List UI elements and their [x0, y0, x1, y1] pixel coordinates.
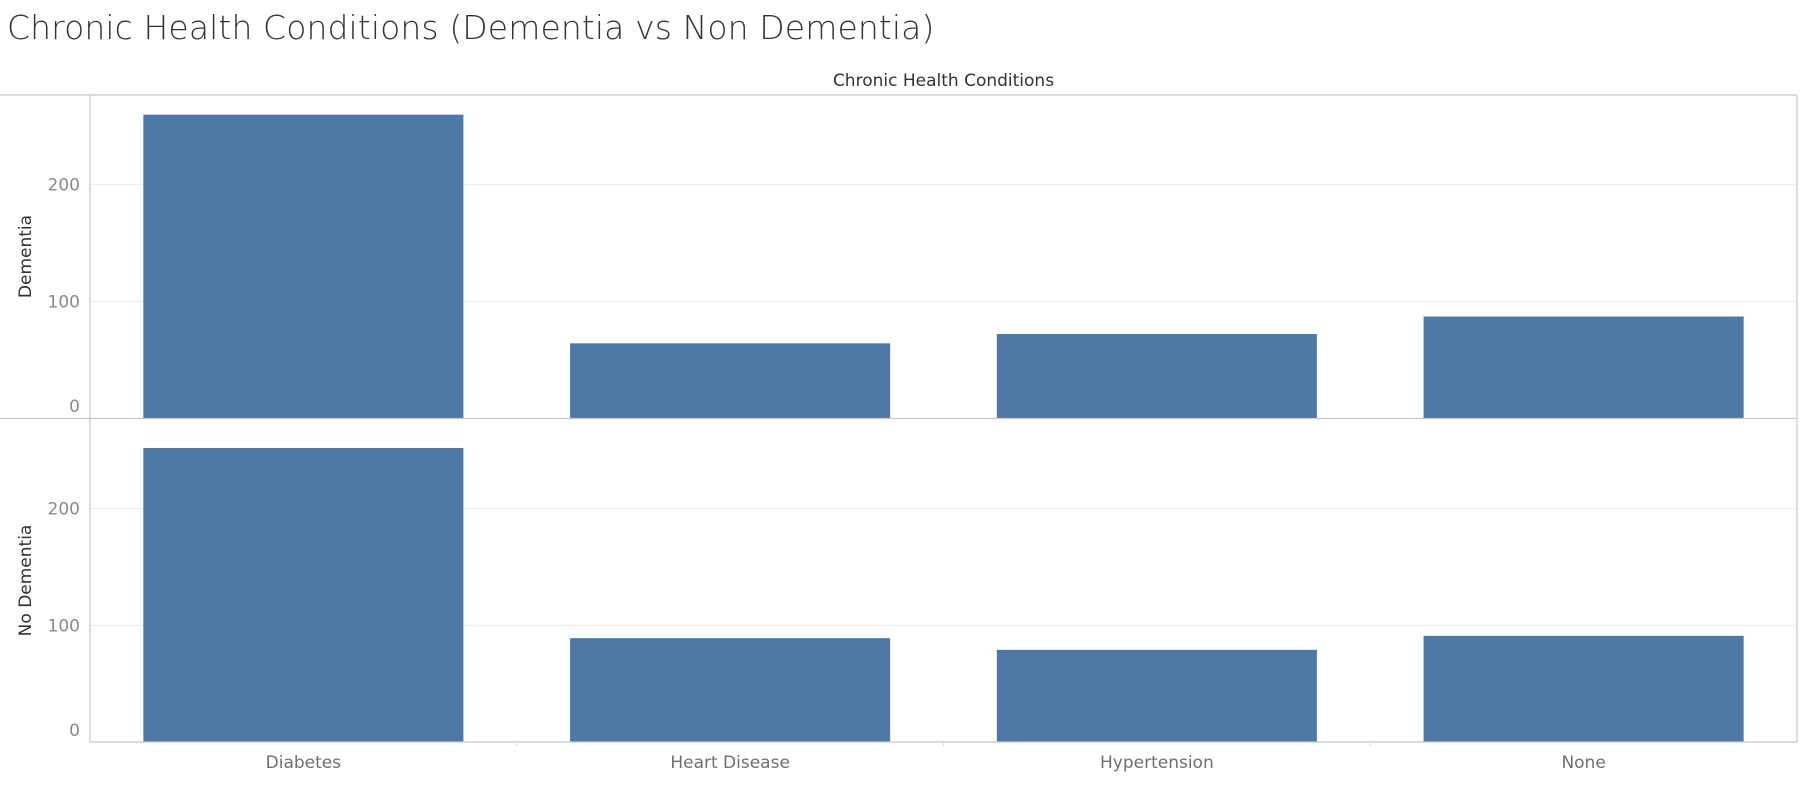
bar-heart-disease[interactable] [570, 638, 891, 742]
panel-no-dementia: 0 100 200 No Dementia [16, 448, 1797, 742]
bar-diabetes[interactable] [143, 448, 464, 742]
y-tick-label: 100 [48, 292, 80, 312]
row-label: No Dementia [16, 525, 36, 637]
bar-diabetes[interactable] [143, 114, 464, 419]
y-tick-label: 200 [48, 500, 80, 520]
column-header: Chronic Health Conditions [833, 71, 1054, 91]
chart-panels: 0 100 200 Dementia 0 100 200 No Dementia [0, 94, 1798, 743]
bar-hypertension[interactable] [996, 649, 1317, 742]
bar-none[interactable] [1423, 316, 1744, 419]
panel-dementia: 0 100 200 Dementia [16, 114, 1797, 419]
category-label: None [1561, 753, 1605, 773]
row-label: Dementia [16, 215, 36, 298]
bar-hypertension[interactable] [996, 334, 1317, 418]
page-title: Chronic Health Conditions (Dementia vs N… [7, 8, 935, 47]
y-tick-label: 200 [48, 176, 80, 196]
category-label: Hypertension [1100, 753, 1214, 773]
category-axis: Diabetes Heart Disease Hypertension None [266, 742, 1606, 773]
bar-none[interactable] [1423, 635, 1744, 742]
y-tick-label: 100 [48, 616, 80, 636]
category-label: Diabetes [266, 753, 342, 773]
y-tick-label: 0 [69, 721, 80, 741]
category-label: Heart Disease [670, 753, 790, 773]
y-tick-label: 0 [69, 397, 80, 417]
bar-heart-disease[interactable] [570, 343, 891, 418]
